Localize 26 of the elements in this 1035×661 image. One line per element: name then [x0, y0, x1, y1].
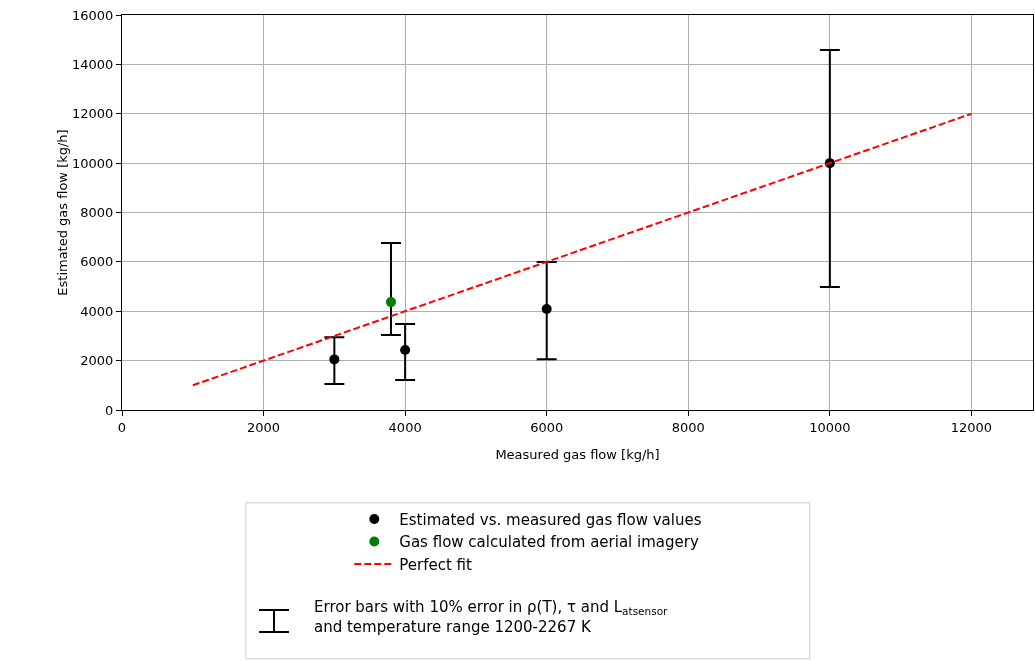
x-tick-label: 0 [117, 419, 127, 435]
y-tick-label: 0 [105, 402, 114, 418]
point [385, 297, 396, 308]
y-axis-title: Estimated gas flow [kg/h] [55, 129, 71, 296]
x-tick-label: 6000 [530, 419, 564, 435]
x-tick-label: 10000 [809, 419, 851, 435]
y-tick-label: 2000 [80, 353, 114, 369]
y-tick-label: 4000 [80, 303, 114, 319]
legend-label: Gas flow calculated from aerial imagery [399, 533, 699, 552]
y-tick-label: 6000 [80, 254, 114, 270]
x-tick-label: 12000 [950, 419, 993, 435]
y-tick-label: 10000 [72, 155, 114, 171]
y-tick-label: 16000 [72, 7, 114, 23]
y-tick-label: 8000 [80, 205, 114, 221]
point [329, 354, 340, 365]
point [400, 345, 411, 356]
x-axis-title: Measured gas flow [kg/h] [495, 447, 660, 462]
legend-label: Estimated vs. measured gas flow values [399, 510, 702, 529]
x-tick-label: 2000 [247, 419, 281, 435]
x-tick-label: 8000 [671, 419, 705, 435]
point [541, 304, 552, 315]
x-tick-label: 4000 [388, 419, 422, 435]
text: Error bars with 10% error in ρ(T), τ and L$_{atsensor}$ and temperature range 1200-2267 K [314, 598, 668, 636]
legend-label: Perfect fit [399, 555, 473, 574]
y-tick-label: 12000 [72, 106, 114, 122]
y-tick-label: 14000 [72, 56, 114, 72]
